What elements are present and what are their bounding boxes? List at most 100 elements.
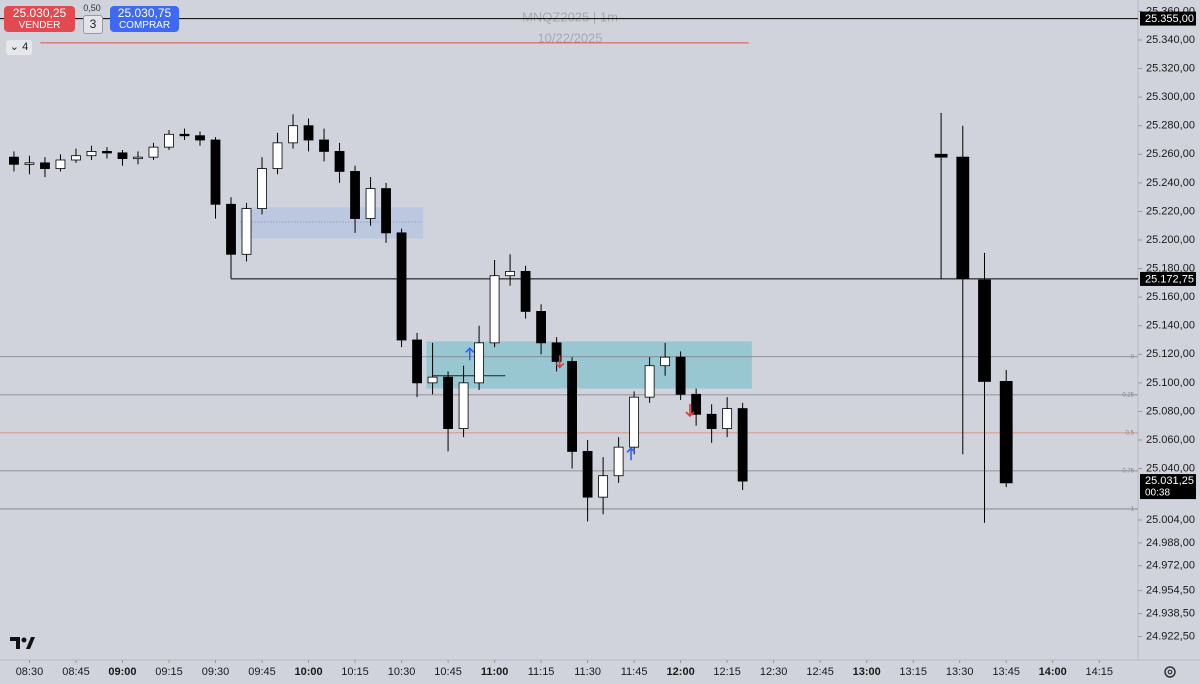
fib-label: 0 bbox=[1131, 354, 1135, 360]
candle-body bbox=[272, 142, 283, 169]
candle-body bbox=[86, 151, 97, 157]
y-tick-label: 24.954,50 bbox=[1146, 585, 1195, 597]
candle-body bbox=[505, 271, 515, 277]
candle-body bbox=[55, 159, 66, 169]
y-tick-label: 25.004,00 bbox=[1146, 514, 1195, 526]
candle-body bbox=[706, 413, 717, 429]
chart-subtitle: 10/22/2025 bbox=[537, 30, 602, 45]
y-tick-label: 25.300,00 bbox=[1146, 91, 1195, 103]
buy-button[interactable]: 25.030,75 COMPRAR bbox=[110, 6, 179, 32]
sell-button[interactable]: 25.030,25 VENDER bbox=[4, 6, 75, 32]
countdown: 00:38 bbox=[1145, 488, 1170, 499]
y-tick-label: 25.100,00 bbox=[1146, 377, 1195, 389]
candle-body bbox=[117, 152, 128, 159]
x-tick-label: 08:45 bbox=[62, 666, 90, 678]
fib-label: 0,75 bbox=[1122, 468, 1134, 474]
candle-body bbox=[148, 146, 159, 158]
candle-body bbox=[102, 151, 112, 154]
fib-label: 1 bbox=[1131, 507, 1135, 513]
candle-body bbox=[319, 139, 329, 152]
candle-body bbox=[257, 168, 267, 209]
candle-body bbox=[427, 376, 438, 384]
candle-body bbox=[40, 162, 50, 169]
candle-body bbox=[582, 451, 593, 498]
candle-body bbox=[629, 396, 640, 448]
signal-arrow bbox=[685, 404, 695, 418]
y-tick-label: 25.320,00 bbox=[1146, 62, 1195, 74]
y-tick-label: 25.140,00 bbox=[1146, 320, 1195, 332]
x-tick-label: 09:00 bbox=[108, 666, 136, 678]
x-tick-label: 13:30 bbox=[946, 666, 974, 678]
spread: 0,50 bbox=[83, 3, 101, 13]
candle-body bbox=[458, 382, 469, 429]
x-tick-label: 13:45 bbox=[992, 666, 1020, 678]
candle-body bbox=[24, 162, 35, 165]
buy-price: 25.030,75 bbox=[117, 6, 172, 20]
indicators-count: 4 bbox=[22, 41, 29, 53]
candle-body bbox=[999, 381, 1013, 484]
signal-arrow bbox=[555, 355, 565, 369]
x-tick-label: 10:00 bbox=[294, 666, 322, 678]
tv-logo bbox=[10, 637, 35, 649]
sell-price: 25.030,25 bbox=[12, 6, 67, 20]
y-tick-label: 25.080,00 bbox=[1146, 405, 1195, 417]
y-tick-label: 24.972,00 bbox=[1146, 560, 1195, 572]
candle-body bbox=[71, 155, 81, 161]
x-tick-label: 12:00 bbox=[667, 666, 695, 678]
candle-body bbox=[489, 275, 500, 344]
candle-body bbox=[443, 376, 453, 429]
y-tick-label: 25.280,00 bbox=[1146, 120, 1195, 132]
candle-body bbox=[551, 342, 562, 362]
candle-body bbox=[133, 156, 143, 160]
current-price-label: 25.031,25 bbox=[1145, 475, 1194, 487]
candle-body bbox=[536, 311, 546, 344]
fib-label: 0,5 bbox=[1126, 430, 1135, 436]
price-label-box bbox=[1140, 11, 1196, 26]
buy-label: COMPRAR bbox=[118, 20, 171, 31]
sell-label: VENDER bbox=[18, 20, 61, 31]
y-tick-label: 25.180,00 bbox=[1146, 262, 1195, 274]
x-tick-label: 09:45 bbox=[248, 666, 276, 678]
fib-label: 0,25 bbox=[1122, 392, 1134, 398]
x-tick-label: 09:15 bbox=[155, 666, 183, 678]
x-tick-label: 11:45 bbox=[621, 666, 648, 678]
candle-body bbox=[613, 446, 624, 477]
candle-body bbox=[956, 156, 970, 279]
chart-title: MNQZ2025 | 1m bbox=[522, 9, 618, 24]
indicators-toggle[interactable]: ⌄ 4 bbox=[6, 40, 32, 55]
x-tick-label: 13:00 bbox=[853, 666, 881, 678]
candle-body bbox=[195, 135, 205, 141]
x-tick-label: 10:45 bbox=[434, 666, 462, 678]
y-tick-label: 24.988,00 bbox=[1146, 537, 1195, 549]
x-tick-label: 13:15 bbox=[899, 666, 927, 678]
current-price-box bbox=[1140, 474, 1196, 500]
x-tick-label: 11:00 bbox=[481, 666, 509, 678]
candle-body bbox=[9, 156, 19, 165]
zone bbox=[240, 207, 424, 239]
y-tick-label: 25.160,00 bbox=[1146, 291, 1195, 303]
candle-body bbox=[934, 153, 948, 158]
candle-body bbox=[241, 208, 252, 255]
y-tick-label: 24.938,50 bbox=[1146, 607, 1195, 619]
candle-body bbox=[567, 361, 578, 452]
y-tick-label: 25.240,00 bbox=[1146, 177, 1195, 189]
candle-body bbox=[288, 125, 298, 144]
candle-body bbox=[334, 151, 345, 172]
y-tick-label: 25.200,00 bbox=[1146, 234, 1195, 246]
candle-body bbox=[722, 408, 733, 429]
x-tick-label: 10:30 bbox=[388, 666, 416, 678]
x-tick-label: 10:15 bbox=[341, 666, 369, 678]
settings-icon[interactable] bbox=[1164, 666, 1176, 678]
candle-body bbox=[737, 408, 748, 482]
candle-body bbox=[644, 365, 655, 398]
candle-body bbox=[412, 339, 422, 384]
y-tick-label: 25.260,00 bbox=[1146, 148, 1195, 160]
quantity[interactable]: 3 bbox=[83, 15, 103, 34]
candle-body bbox=[381, 188, 391, 234]
x-tick-label: 11:30 bbox=[574, 666, 601, 678]
signal-arrow bbox=[465, 347, 475, 361]
candle-body bbox=[675, 356, 686, 395]
x-tick-label: 12:15 bbox=[713, 666, 741, 678]
